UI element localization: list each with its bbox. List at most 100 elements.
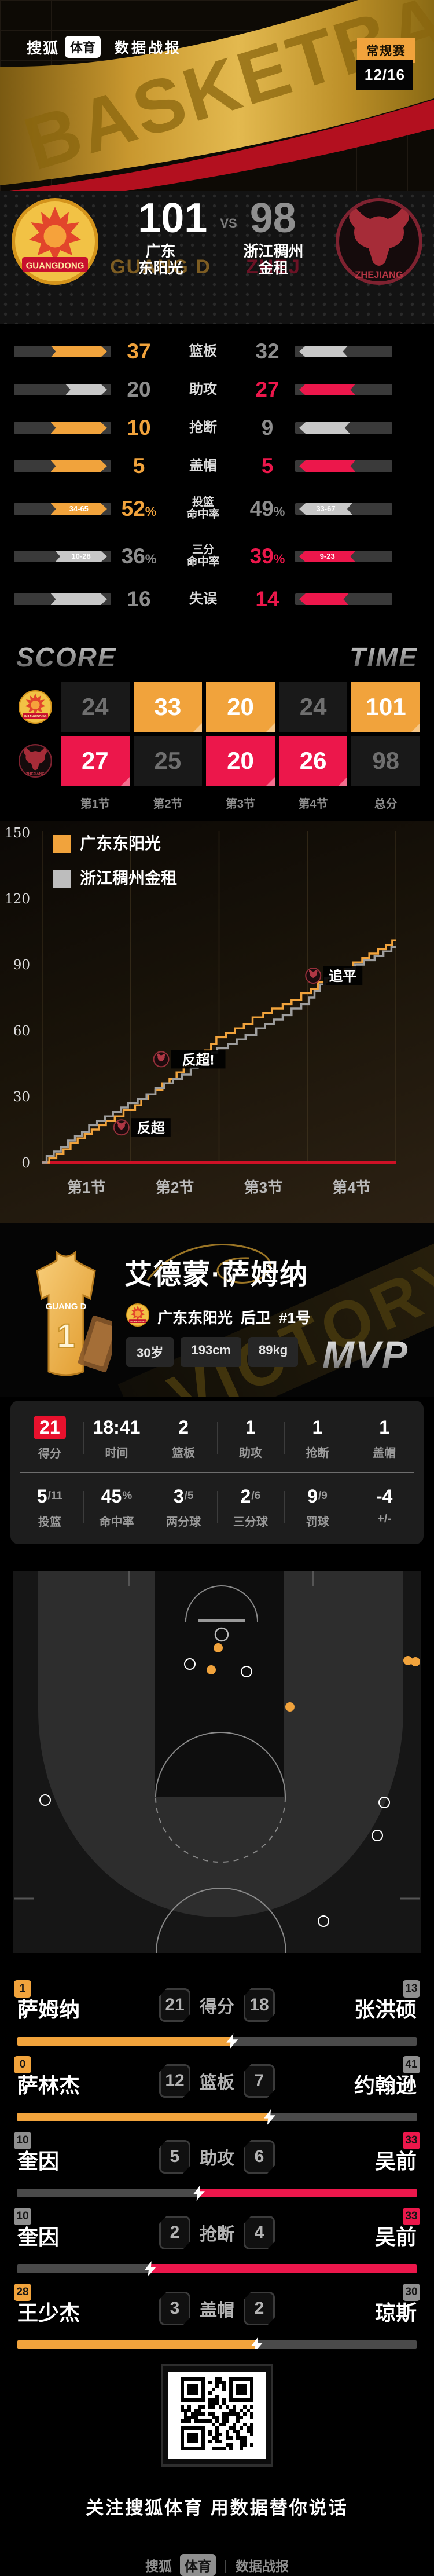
right-player-name: 吴前 (374, 2149, 417, 2173)
legend-label: 广东东阳光 (80, 834, 161, 852)
qr-module (240, 2443, 243, 2447)
stat-middle: 21 得分 18 (159, 1988, 275, 2022)
comparison-bar (17, 2033, 417, 2049)
right-stat-value-box: 2 (244, 2292, 275, 2325)
home-score: 101 (138, 195, 208, 241)
mvp-stats-row-1: 21 得分 18:41 时间 2 篮板 1 助攻 1 抢断 1 盖帽 (16, 1416, 418, 1461)
mvp-stat-value: 18:41 (83, 1416, 150, 1439)
stat-number: 49 (249, 497, 274, 521)
qr-module (250, 2405, 253, 2409)
missed-shot-dot (378, 1797, 390, 1808)
mvp-position: 后卫 (241, 1309, 271, 1327)
qr-module (187, 2405, 191, 2409)
rim-circle (214, 1627, 229, 1642)
qr-module (226, 2430, 229, 2433)
qr-module (236, 2416, 240, 2419)
qr-module (208, 2433, 212, 2436)
qr-module (229, 2436, 233, 2440)
right-player: 30 琼斯 (275, 2284, 420, 2326)
qr-module (219, 2377, 222, 2381)
mvp-stat-item: 21 得分 (16, 1416, 83, 1461)
missed-shot-dot (39, 1794, 51, 1806)
legend-label: 浙江稠州金租 (80, 869, 177, 887)
mvp-stats-divider (20, 1472, 414, 1473)
mvp-stat-value: 1 (284, 1416, 351, 1439)
x-axis-quarter-label: 第2节 (156, 1179, 194, 1196)
home-stat-record: 10-28 (71, 552, 91, 560)
qr-module (219, 2381, 222, 2384)
svg-text:GUANGDONG: GUANGDONG (24, 715, 47, 719)
qr-module (215, 2426, 219, 2430)
home-quarter-cell: 33 (133, 682, 203, 732)
mvp-player-info: GUANGDONG 广东东阳光 后卫 #1号 (126, 1303, 311, 1331)
left-player: 10 奎因 (14, 2208, 159, 2251)
footer-brand-row: 搜狐 体育 | 数据战报 (0, 2554, 434, 2576)
away-stat-bar-track (295, 346, 392, 357)
svg-text:ZHEJIANG: ZHEJIANG (355, 270, 403, 280)
qr-module (208, 2412, 212, 2416)
qr-module (219, 2423, 222, 2426)
vs-label: VS (220, 216, 237, 230)
qr-module (194, 2412, 198, 2416)
chart-annotation: 反超 (113, 1118, 171, 1137)
qr-module (198, 2412, 201, 2416)
qr-module (233, 2409, 236, 2412)
left-stat-value-box: 2 (159, 2216, 190, 2249)
qr-module (240, 2409, 243, 2412)
qr-module (222, 2398, 226, 2402)
qr-module (212, 2405, 215, 2409)
legend-swatch (53, 870, 71, 888)
scoreboard: GUANGDONG 101 VS 98 GUANG D 广东 东阳光 ZHEJ … (0, 191, 434, 324)
qr-module (215, 2430, 219, 2433)
shot-chart-section (0, 1553, 434, 1962)
away-stat-bar-track: 33-67 (295, 503, 392, 515)
header-hero: BASKETBALL 搜狐 体育 数据战报 常规赛 12/16 (0, 0, 434, 191)
mvp-stat-item: -4 +/- (351, 1485, 418, 1529)
mvp-stat-suffix: /5 (184, 1490, 194, 1502)
qr-module (198, 2409, 201, 2412)
qr-module (226, 2419, 229, 2423)
y-axis-tick-label: 150 (5, 826, 30, 841)
qr-module (222, 2416, 226, 2419)
home-team-name: GUANG D 广东 东阳光 (110, 243, 211, 278)
home-stat-bar-fill (51, 593, 107, 605)
qr-module (229, 2409, 233, 2412)
away-stat-record: 33-67 (316, 504, 336, 513)
qr-module (222, 2402, 226, 2405)
qr-module (194, 2419, 198, 2423)
mvp-stat-item: 2 篮板 (150, 1416, 217, 1461)
qr-module (194, 2416, 198, 2419)
team-stats-comparison: 37 篮板 32 20 助攻 27 10 抢断 9 5 盖帽 5 34-65 52% 投篮 命中率 49% 33-… (0, 324, 434, 624)
qr-module (250, 2430, 253, 2433)
qr-module (215, 2395, 219, 2398)
svg-text:ZHEJIANG: ZHEJIANG (26, 772, 45, 776)
stat-label-line: 投篮 (192, 496, 214, 509)
qr-module (247, 2430, 250, 2433)
left-player-number-badge: 10 (14, 2132, 31, 2149)
stage-badge: 常规赛 (357, 38, 415, 63)
paint-area (155, 1571, 284, 1797)
chart-baseline (42, 1161, 396, 1164)
right-bar-fill (198, 2189, 417, 2197)
away-quarter-cell: 27 (61, 736, 130, 786)
qr-module (226, 2416, 229, 2419)
svg-text:GUANGDONG: GUANGDONG (130, 1320, 146, 1322)
qr-module (184, 2419, 187, 2423)
stat-label-line: 失误 (189, 591, 217, 607)
qr-module (191, 2416, 194, 2419)
mvp-stats-row-2: 5/11 投篮 45% 命中率 3/5 两分球 2/6 三分球 9/9 罚球 -4 +/- (16, 1485, 418, 1529)
qr-module (240, 2436, 243, 2440)
player-comparison-section: 1 萨姆纳 21 得分 18 13 张洪硕 0 萨林杰 12 篮板 7 41 约翰逊 10 奎因 5 助攻 6 33 吴… (0, 1962, 434, 2353)
away-stat-value: 27 (255, 378, 279, 401)
qr-module (208, 2430, 212, 2433)
made-shot-dot (214, 1643, 223, 1652)
mvp-stat-suffix: % (122, 1490, 133, 1502)
qr-module (240, 2447, 243, 2450)
left-stat-value-box: 5 (159, 2140, 190, 2174)
zhejiang-logo-icon: ZHEJIANG (19, 744, 52, 778)
left-player: 10 奎因 (14, 2132, 159, 2175)
away-stat-value: 32 (255, 339, 279, 363)
height-tag: 193cm (181, 1337, 241, 1367)
comparison-stat-label: 盖帽 (200, 2301, 234, 2320)
qr-module (236, 2436, 240, 2440)
